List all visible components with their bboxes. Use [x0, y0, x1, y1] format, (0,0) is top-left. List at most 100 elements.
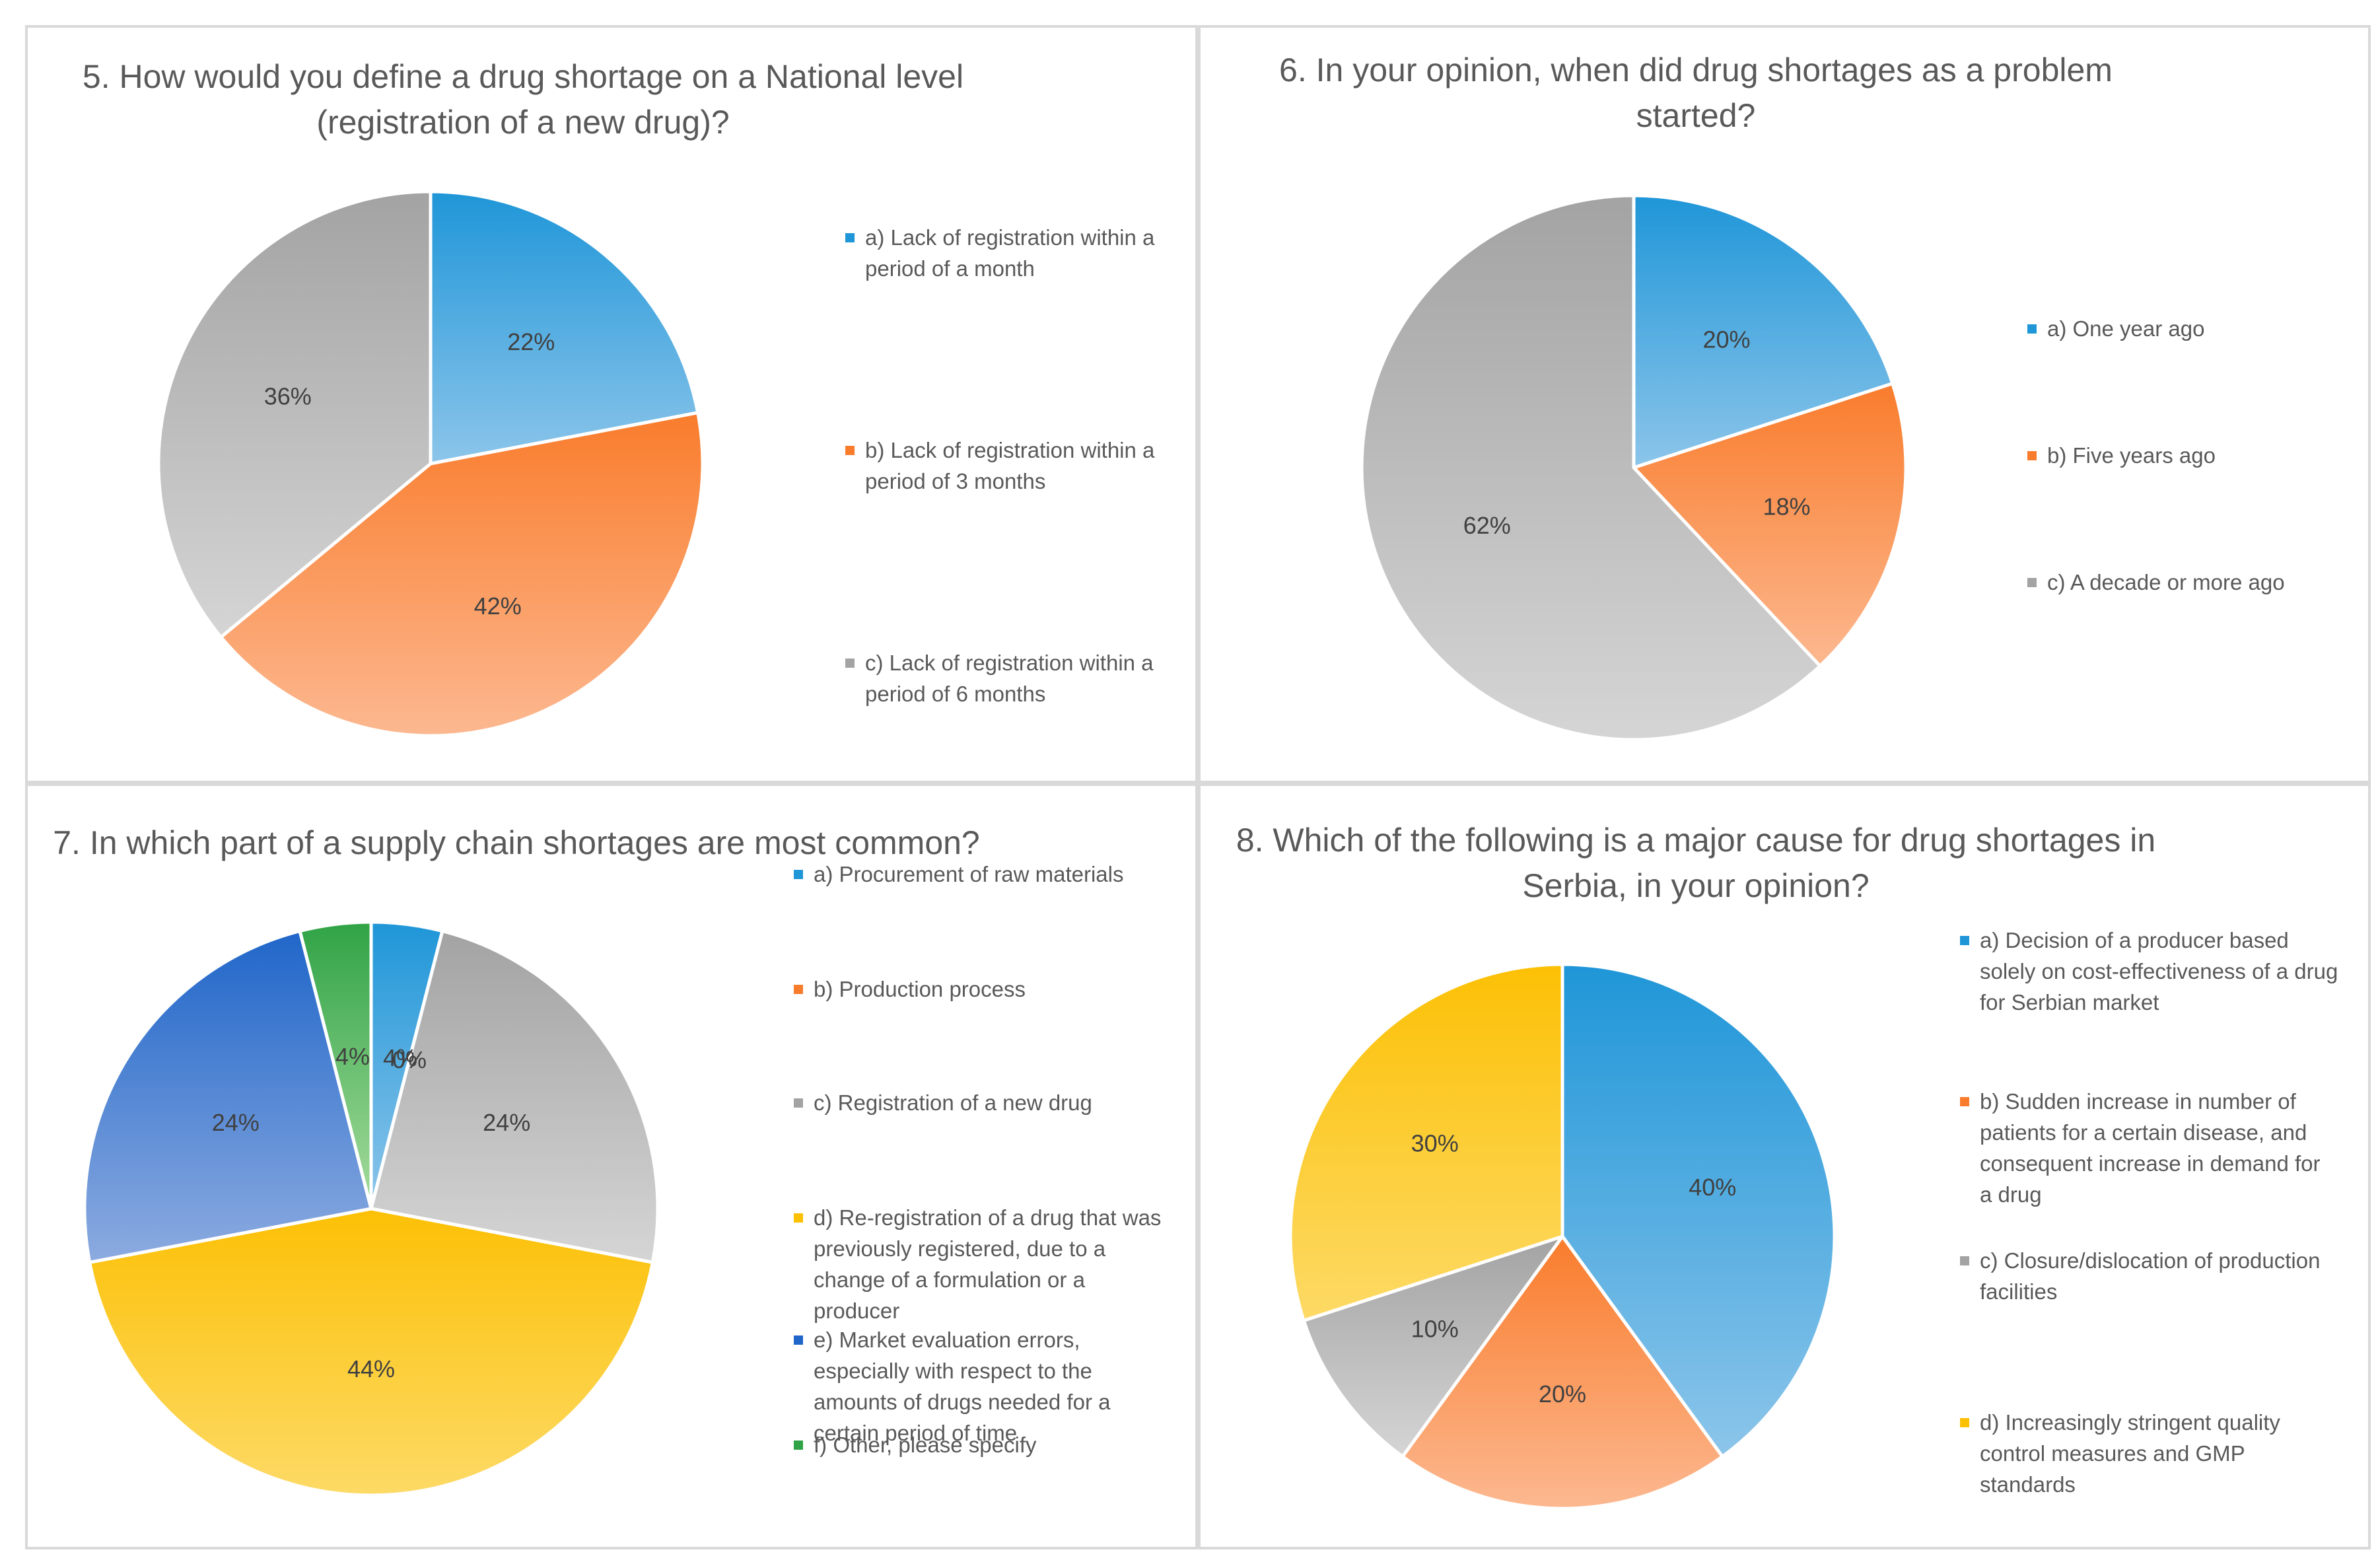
pie-data-label: 36%: [264, 382, 312, 409]
legend-label-line: period of 6 months: [865, 682, 1046, 706]
legend-swatch: [845, 233, 855, 242]
legend-label: f) Other, please specify: [814, 1429, 1037, 1460]
chart-title-line: (registration of a new drug)?: [316, 104, 730, 141]
legend-swatch: [794, 985, 803, 994]
chart-title-line: 7. In which part of a supply chain short…: [53, 824, 980, 861]
chart-panel-q7: 7. In which part of a supply chain short…: [25, 783, 1198, 1549]
pie-chart: 20% 18% 62%: [1360, 194, 1908, 742]
chart-title-line: Serbia, in your opinion?: [1522, 867, 1870, 904]
chart-title: 6. In your opinion, when did drug shorta…: [1201, 48, 2191, 139]
chart-title: 8. Which of the following is a major cau…: [1201, 818, 2191, 909]
chart-title: 5. How would you define a drug shortage …: [28, 54, 1018, 145]
chart-legend: a) Procurement of raw materials b) Produc…: [794, 786, 1190, 1546]
legend-swatch: [1960, 1097, 1969, 1106]
legend-label-line: facilities: [1980, 1279, 2058, 1304]
legend-label: c) Lack of registration within a period o…: [865, 647, 1154, 709]
legend-label-line: a drug: [1980, 1182, 2042, 1207]
legend-label-line: especially with respect to the: [814, 1359, 1092, 1383]
legend-swatch: [1960, 1418, 1969, 1427]
pie-slice: [88, 1207, 654, 1497]
legend-swatch: [2027, 451, 2037, 460]
pie-chart: 4%0%24%44%24%4%: [83, 920, 660, 1497]
pie-slice: [369, 929, 660, 1264]
chart-legend: a) Lack of registration within a period o…: [845, 28, 1189, 781]
pie-data-label: 18%: [1763, 493, 1810, 520]
legend-label-line: solely on cost-effectiveness of a drug: [1980, 959, 2338, 983]
legend-label-line: change of a formulation or a: [814, 1267, 1085, 1292]
pie-data-label: 0%: [392, 1046, 427, 1073]
chart-panel-q8: 8. Which of the following is a major cau…: [1198, 783, 2371, 1549]
legend-label-line: b) Five years ago: [2047, 443, 2216, 468]
legend-label: b) Five years ago: [2047, 440, 2216, 471]
pie-data-label: 44%: [347, 1355, 395, 1382]
legend-swatch: [1960, 1256, 1969, 1265]
legend-label: b) Sudden increase in number of patients …: [1980, 1086, 2321, 1210]
pie-data-label: 4%: [335, 1043, 370, 1070]
legend-swatch: [794, 1335, 803, 1345]
legend-label-line: consequent increase in demand for: [1980, 1151, 2321, 1176]
legend-label-line: d) Re-registration of a drug that was: [814, 1205, 1162, 1230]
legend-label-line: patients for a certain disease, and: [1980, 1120, 2307, 1145]
legend-label-line: f) Other, please specify: [814, 1433, 1037, 1457]
pie-data-label: 20%: [1702, 326, 1750, 353]
legend-label: c) Closure/dislocation of production faci…: [1980, 1245, 2320, 1307]
legend-label-line: a) Decision of a producer based: [1980, 928, 2289, 952]
legend-label: a) Decision of a producer based solely on…: [1980, 925, 2338, 1018]
legend-label-line: standards: [1980, 1472, 2076, 1497]
legend-label-line: a) Lack of registration within a: [865, 225, 1155, 250]
legend-swatch: [845, 658, 855, 668]
legend-label: d) Re-registration of a drug that was pre…: [814, 1202, 1161, 1326]
pie-slice: [1632, 194, 1895, 470]
legend-label-line: d) Increasingly stringent quality: [1980, 1410, 2280, 1435]
legend-label: c) Registration of a new drug: [814, 1087, 1092, 1118]
legend-swatch: [794, 1098, 803, 1108]
pie-slice: [1302, 1234, 1564, 1458]
legend-label-line: period of a month: [865, 256, 1035, 281]
legend-label-line: producer: [814, 1299, 900, 1323]
pie-slice: [1632, 382, 1908, 668]
pie-slice: [1288, 962, 1564, 1322]
legend-label: a) Procurement of raw materials: [814, 859, 1124, 890]
pie-slice: [1560, 962, 1837, 1458]
pie-data-label: 10%: [1411, 1316, 1459, 1343]
legend-label: a) One year ago: [2047, 313, 2204, 344]
legend-label-line: certain period of time: [814, 1421, 1018, 1445]
chart-title-line: 5. How would you define a drug shortage …: [82, 58, 964, 95]
pie-slice: [83, 929, 373, 1264]
pie-data-label: 24%: [212, 1109, 260, 1136]
legend-swatch: [794, 1441, 803, 1450]
legend-label-line: period of 3 months: [865, 469, 1046, 493]
pie-data-label: 42%: [474, 592, 522, 620]
legend-label-line: a) Procurement of raw materials: [814, 862, 1124, 886]
chart-legend: a) Decision of a producer based solely on…: [1960, 786, 2363, 1546]
legend-swatch: [2027, 324, 2037, 334]
legend-label: d) Increasingly stringent quality control…: [1980, 1407, 2280, 1500]
chart-title: 7. In which part of a supply chain short…: [28, 820, 1005, 866]
legend-label: b) Lack of registration within a period o…: [865, 435, 1154, 497]
legend-label-line: c) Lack of registration within a: [865, 651, 1154, 675]
legend-label: e) Market evaluation errors, especially w…: [814, 1324, 1110, 1448]
legend-label-line: for Serbian market: [1980, 990, 2159, 1014]
pie-slice: [219, 411, 705, 738]
pie-chart: 40% 20% 10% 30%: [1288, 962, 1837, 1511]
pie-data-label: 22%: [507, 328, 555, 355]
legend-swatch: [794, 870, 803, 879]
legend-label-line: previously registered, due to a: [814, 1236, 1106, 1261]
pie-slice: [429, 190, 700, 466]
legend-label-line: c) Registration of a new drug: [814, 1090, 1092, 1115]
legend-label: a) Lack of registration within a period o…: [865, 222, 1154, 284]
legend-swatch: [1960, 936, 1969, 945]
chart-legend: a) One year ago b) Five years ago c) A dec…: [2027, 28, 2364, 781]
legend-label-line: amounts of drugs needed for a: [814, 1390, 1111, 1414]
chart-panel-q5: 5. How would you define a drug shortage …: [25, 25, 1198, 783]
legend-label: b) Production process: [814, 974, 1026, 1005]
legend-label-line: e) Market evaluation errors,: [814, 1328, 1080, 1352]
legend-swatch: [845, 446, 855, 455]
pie-data-label: 40%: [1689, 1174, 1736, 1201]
legend-label-line: b) Lack of registration within a: [865, 438, 1155, 462]
pie-slice: [1360, 194, 1822, 742]
pie-data-label: 4%: [383, 1044, 417, 1071]
legend-label-line: c) Closure/dislocation of production: [1980, 1248, 2321, 1273]
legend-label-line: control measures and GMP: [1980, 1441, 2245, 1466]
chart-panel-q6: 6. In your opinion, when did drug shorta…: [1198, 25, 2371, 783]
